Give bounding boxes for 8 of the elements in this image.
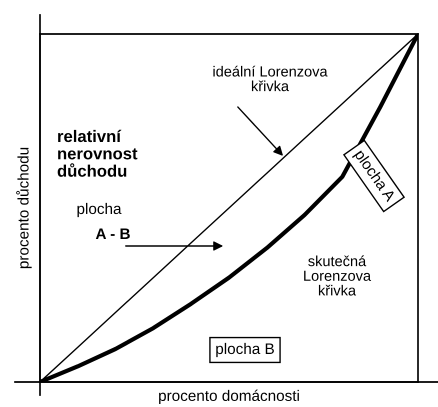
annotation: A - B — [96, 228, 130, 239]
text: skutečná Lorenzova křivka — [304, 255, 372, 296]
series-label: ideální Lorenzova křivka — [213, 66, 328, 92]
annotation: relativní nerovnost důchodu — [58, 130, 138, 177]
annotation: plocha — [77, 202, 122, 218]
x-axis-title: procento domácnosti — [159, 390, 299, 404]
annotation: plocha B — [216, 342, 274, 358]
y-axis-title: procento důchodu — [16, 148, 32, 268]
